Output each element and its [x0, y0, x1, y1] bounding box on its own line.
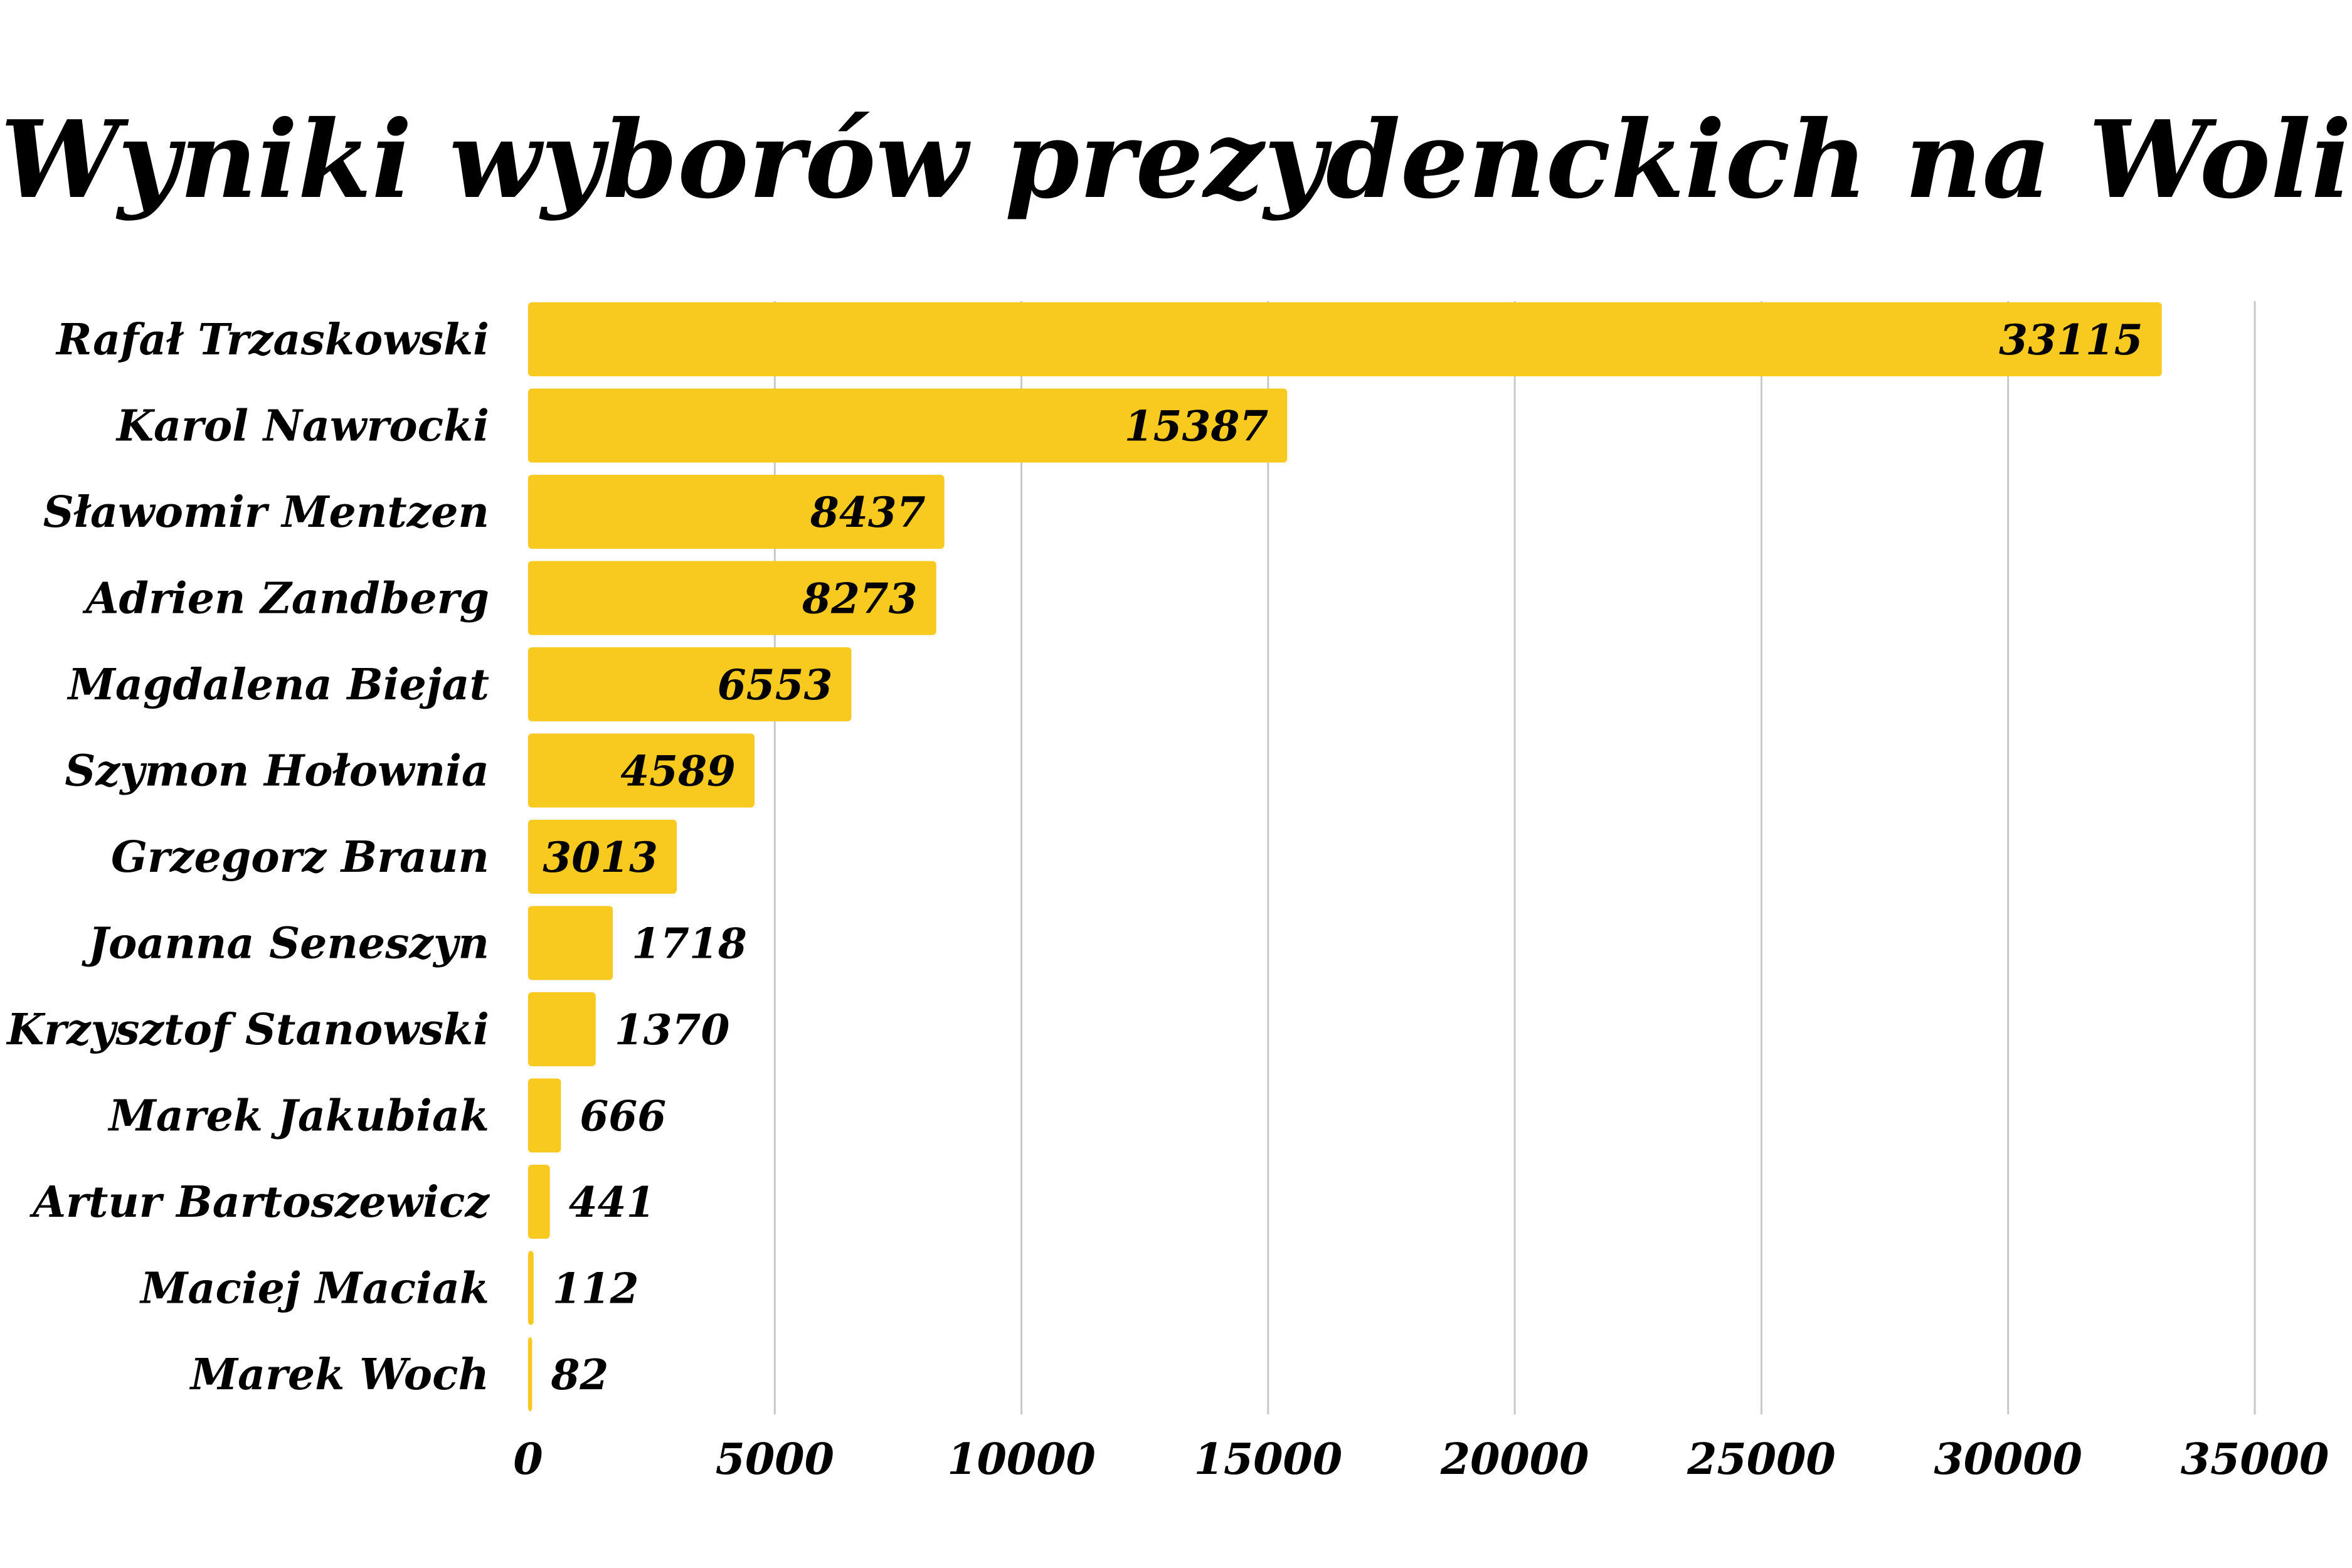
- x-tick-label: 0: [513, 1434, 543, 1485]
- value-label: 6553: [718, 660, 833, 709]
- value-label: 15387: [1125, 402, 1269, 451]
- value-label: 1370: [615, 1005, 730, 1054]
- bars: [528, 302, 2162, 1411]
- category-label: Maciej Maciak: [139, 1264, 489, 1314]
- value-labels: 33115 15387 8437 8273 6553 4589 3013 1718 1370 66…: [543, 315, 2143, 1399]
- bar: [528, 1337, 532, 1411]
- bar: [528, 1251, 534, 1325]
- bar: [528, 302, 2162, 376]
- x-tick-label: 10000: [947, 1434, 1096, 1485]
- category-label: Rafał Trzaskowski: [55, 315, 489, 365]
- category-label: Artur Bartoszewicz: [29, 1177, 490, 1227]
- x-tick-label: 20000: [1440, 1434, 1589, 1485]
- bar: [528, 388, 1288, 463]
- value-label: 82: [550, 1350, 608, 1399]
- bar: [528, 647, 852, 721]
- x-tick-label: 25000: [1687, 1434, 1836, 1485]
- value-label: 666: [580, 1092, 666, 1141]
- x-tick-label: 5000: [716, 1434, 834, 1485]
- bar: [528, 992, 596, 1066]
- bar: [528, 1165, 550, 1239]
- value-label: 8437: [810, 488, 926, 537]
- grid-lines: [773, 301, 2256, 1414]
- value-label: 4589: [620, 747, 736, 796]
- value-label: 8273: [802, 575, 918, 623]
- category-label: Magdalena Biejat: [67, 660, 489, 710]
- value-label: 112: [553, 1264, 639, 1313]
- bar: [528, 906, 613, 980]
- x-tick-label: 35000: [2181, 1434, 2329, 1485]
- category-label: Sławomir Mentzen: [43, 487, 489, 538]
- x-axis-ticks: 0 5000 10000 15000 20000 25000 30000 35000: [513, 1434, 2329, 1485]
- value-label: 1718: [632, 919, 747, 968]
- x-tick-label: 30000: [1934, 1434, 2082, 1485]
- value-label: 3013: [543, 833, 658, 882]
- category-label: Szymon Hołownia: [65, 746, 489, 797]
- category-label: Grzegorz Braun: [111, 832, 489, 882]
- bar: [528, 733, 755, 808]
- category-label: Marek Jakubiak: [107, 1091, 489, 1142]
- bar: [528, 820, 677, 894]
- bar: [528, 1078, 561, 1153]
- value-label: 441: [569, 1178, 655, 1227]
- category-label: Karol Nawrocki: [115, 401, 489, 452]
- bar: [528, 561, 936, 635]
- value-label: 33115: [1999, 315, 2143, 364]
- category-label: Joanna Seneszyn: [82, 919, 489, 969]
- category-label: Krzysztof Stanowski: [6, 1005, 489, 1055]
- bar: [528, 475, 945, 549]
- category-label: Adrien Zandberg: [82, 574, 489, 624]
- chart-title: Wyniki wyborów prezydenckich na Woli: [0, 97, 2352, 223]
- x-tick-label: 15000: [1194, 1434, 1343, 1485]
- category-label: Marek Woch: [189, 1350, 489, 1400]
- category-labels: Rafał Trzaskowski Karol Nawrocki Sławomir …: [6, 315, 490, 1400]
